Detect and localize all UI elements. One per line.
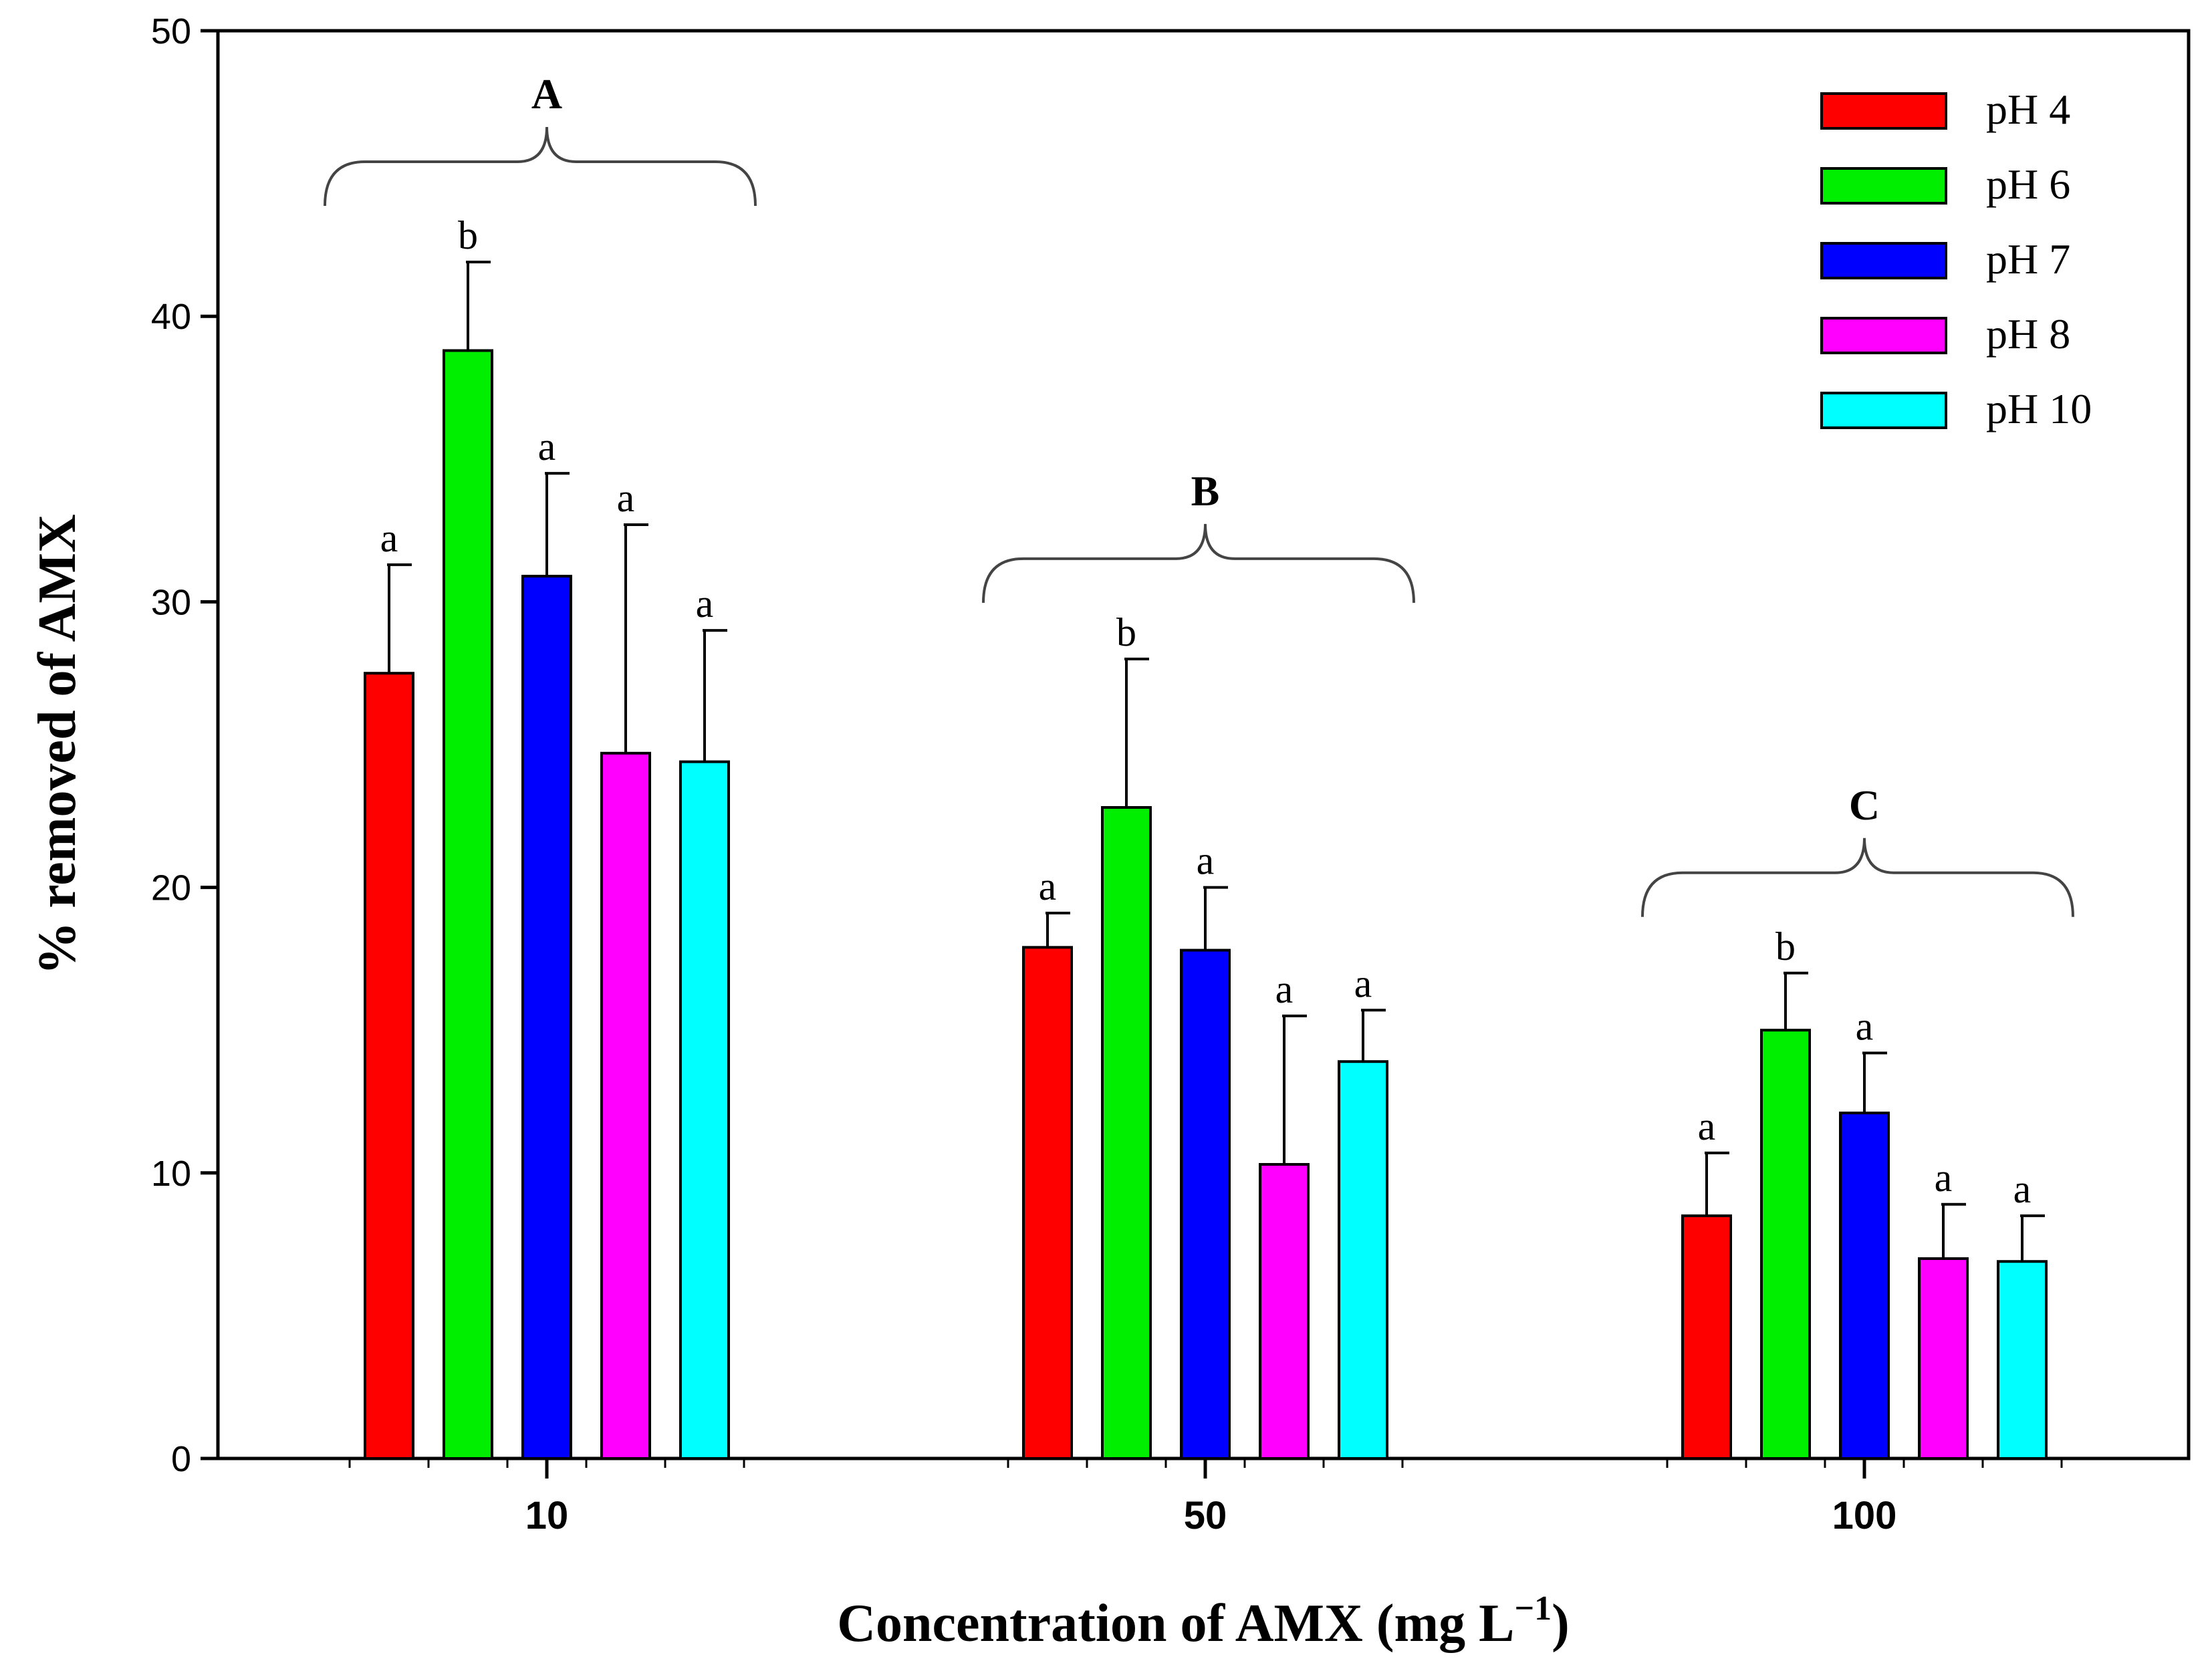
bar-ph7-100 [1839, 1112, 1890, 1460]
bar-ph7-50 [1180, 948, 1231, 1460]
group-bracket-A [324, 127, 757, 207]
group-bracket-B [982, 523, 1415, 603]
significance-label: a [696, 582, 714, 626]
group-label-A: A [531, 70, 562, 118]
bar-ph8-50 [1259, 1162, 1310, 1460]
significance-label: a [1856, 1004, 1874, 1048]
significance-label: b [458, 213, 478, 257]
legend-label-ph7: pH 7 [1986, 235, 2070, 283]
y-tick-label-2: 20 [151, 868, 191, 908]
y-axis-title: % removed of AMX [28, 514, 87, 975]
significance-label: a [1275, 967, 1294, 1011]
significance-label: a [1197, 839, 1215, 883]
y-tick-label-1: 10 [151, 1154, 191, 1194]
legend-label-ph6: pH 6 [1986, 160, 2070, 208]
bar-ph10-10 [679, 760, 730, 1460]
bars-layer [364, 261, 2048, 1460]
significance-label: a [538, 424, 556, 469]
significance-label: b [1775, 924, 1796, 969]
annotations-layer: a b a a a Aa b a a a Ba b a a a C [324, 70, 2074, 1211]
bar-ph4-10 [364, 672, 414, 1460]
legend-label-ph10: pH 10 [1986, 385, 2092, 432]
x-tick-label-100: 100 [1832, 1494, 1897, 1537]
group-label-B: B [1191, 467, 1220, 515]
significance-label: a [2013, 1167, 2032, 1211]
significance-label: b [1116, 610, 1136, 654]
legend-swatch-ph8 [1820, 317, 1947, 354]
legend-swatch-ph7 [1820, 242, 1947, 279]
bar-ph7-10 [521, 574, 572, 1460]
y-tick-label-4: 40 [151, 297, 191, 337]
significance-label: a [380, 516, 398, 560]
bar-ph10-50 [1338, 1060, 1388, 1460]
bar-ph10-100 [1997, 1260, 2048, 1460]
y-tick-label-0: 0 [171, 1439, 191, 1479]
legend-swatch-ph10 [1820, 392, 1947, 429]
significance-label: a [1698, 1104, 1716, 1148]
y-tick-label-3: 30 [151, 582, 191, 622]
bar-ph8-10 [600, 751, 651, 1460]
legend-swatch-ph6 [1820, 167, 1947, 205]
significance-label: a [1354, 961, 1372, 1005]
significance-label: a [617, 476, 635, 520]
y-tick-label-5: 50 [151, 11, 191, 51]
significance-label: a [1935, 1156, 1953, 1200]
bar-ph4-50 [1022, 946, 1073, 1460]
x-tick-label-10: 10 [525, 1494, 569, 1537]
legend-label-ph8: pH 8 [1986, 310, 2070, 358]
significance-label: a [1039, 864, 1057, 908]
axes-layer: 0 10 20 30 40 50 10 50 100 [151, 11, 2063, 1537]
legend-swatch-ph4 [1820, 92, 1947, 130]
bar-ph6-100 [1760, 1029, 1811, 1460]
legend-label-ph4: pH 4 [1986, 86, 2070, 133]
x-axis-title: Concentration of AMX (mg L−1) [837, 1589, 1569, 1653]
group-label-C: C [1849, 781, 1880, 829]
bar-ph6-50 [1101, 805, 1152, 1460]
bar-ph8-100 [1918, 1257, 1969, 1460]
bar-ph4-100 [1681, 1214, 1732, 1460]
bar-ph6-10 [443, 349, 493, 1460]
group-bracket-C [1641, 838, 2074, 917]
x-tick-label-50: 50 [1184, 1494, 1227, 1537]
legend: pH 4 pH 6 pH 7 pH 8 pH 10 [1820, 86, 2092, 432]
